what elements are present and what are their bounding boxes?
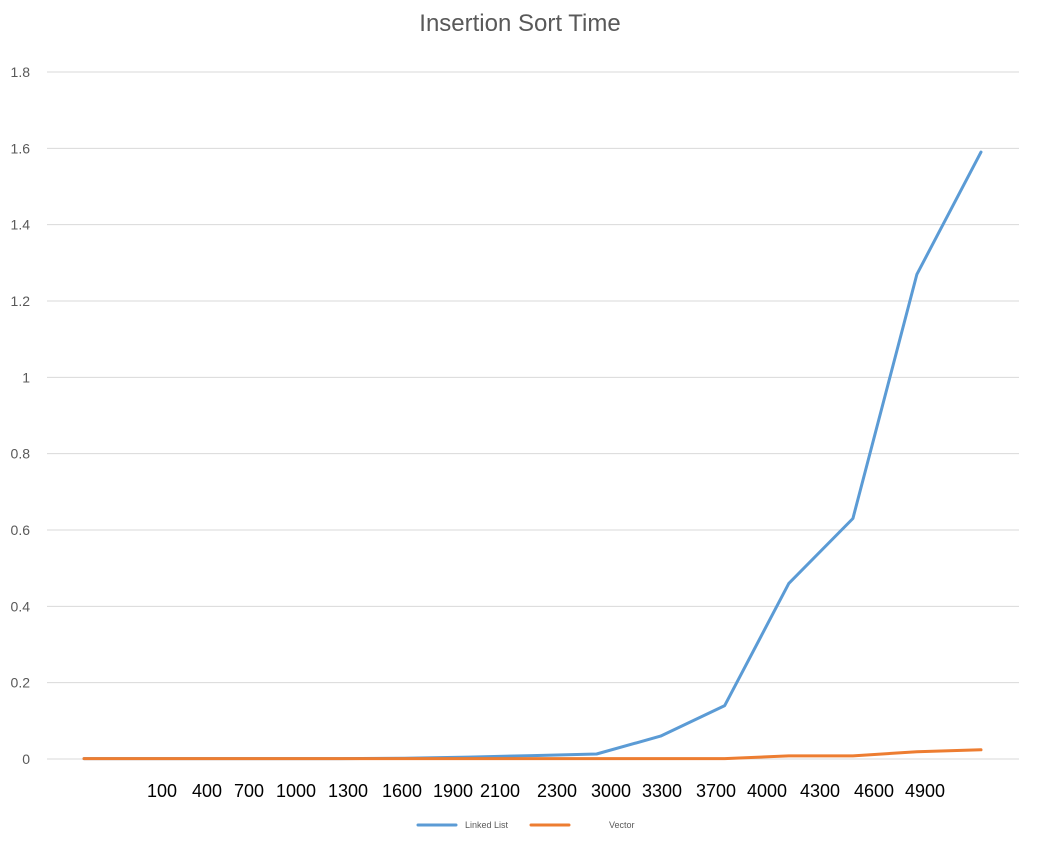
x-tick-label: 4600	[854, 781, 894, 801]
x-tick-label: 2100	[480, 781, 520, 801]
y-tick-label: 1.8	[11, 64, 31, 80]
y-tick-label: 0.4	[11, 598, 31, 614]
series-line	[82, 748, 983, 761]
y-tick-label: 0.6	[11, 522, 31, 538]
legend-label: Vector	[609, 820, 635, 830]
x-tick-label: 400	[192, 781, 222, 801]
x-tick-label: 3700	[696, 781, 736, 801]
x-tick-label: 1300	[328, 781, 368, 801]
y-tick-label: 0	[22, 751, 30, 767]
y-tick-label: 0.8	[11, 446, 31, 462]
x-tick-label: 4000	[747, 781, 787, 801]
x-tick-label: 700	[234, 781, 264, 801]
x-tick-label: 1000	[276, 781, 316, 801]
x-tick-label: 4900	[905, 781, 945, 801]
y-tick-label: 1.4	[11, 217, 31, 233]
y-tick-label: 1.6	[11, 140, 31, 156]
x-tick-label: 1600	[382, 781, 422, 801]
y-tick-label: 1	[22, 369, 30, 385]
x-tick-label: 1900	[433, 781, 473, 801]
x-tick-label: 2300	[537, 781, 577, 801]
x-tick-label: 3300	[642, 781, 682, 801]
chart-title: Insertion Sort Time	[419, 10, 621, 37]
series-line	[82, 150, 983, 761]
y-tick-label: 0.2	[11, 675, 31, 691]
x-tick-label: 4300	[800, 781, 840, 801]
x-tick-label: 3000	[591, 781, 631, 801]
x-tick-label: 100	[147, 781, 177, 801]
legend-label: Linked List	[465, 820, 509, 830]
y-tick-label: 1.2	[11, 293, 31, 309]
